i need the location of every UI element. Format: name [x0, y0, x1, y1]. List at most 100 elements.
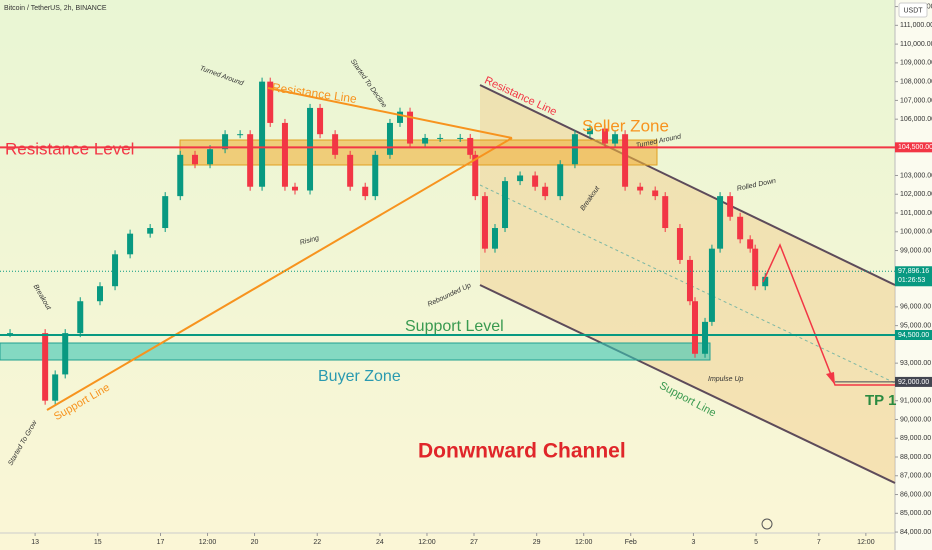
projection-arrow: [826, 372, 835, 385]
candle-body: [747, 239, 754, 249]
icon[interactable]: [761, 518, 773, 530]
candle-body: [612, 134, 619, 144]
currency-box: [898, 2, 928, 18]
candle-body: [491, 228, 498, 249]
candle-body: [281, 122, 288, 187]
y-tick-label: 96,000.00: [900, 304, 931, 311]
buyer-zone: [0, 342, 711, 361]
annotation: Seller Zone: [582, 116, 669, 135]
resistance-line: [267, 87, 513, 139]
candle-body: [407, 111, 414, 144]
chart-title: Bitcoin / TetherUS, 2h, BINANCE: [4, 5, 107, 12]
candle-body: [586, 128, 593, 135]
price-label: 97,896.16: [898, 268, 929, 275]
candle-body: [259, 81, 266, 187]
price-label-box: [895, 376, 932, 387]
y-tick-label: 85,000.00: [900, 510, 931, 517]
x-tick-label: 12:00: [199, 539, 217, 546]
y-tick-label: 89,000.00: [900, 435, 931, 442]
candle-body: [437, 137, 444, 139]
candle-body: [622, 134, 629, 187]
y-tick-label: 108,000.00: [900, 78, 932, 85]
annotation: Rising: [299, 235, 320, 247]
candle-body: [147, 228, 154, 234]
x-tick-label: 12:00: [857, 539, 875, 546]
candle-body: [372, 154, 379, 197]
annotation: Donwnward Channel: [418, 440, 626, 463]
annotation: Support Level: [405, 318, 504, 335]
price-label-box: [895, 142, 932, 153]
y-tick-label: 106,000.00: [900, 116, 932, 123]
candle-body: [542, 186, 549, 197]
candle-body: [481, 196, 488, 249]
annotation: TP 1: [865, 392, 896, 409]
candle-body: [77, 301, 84, 334]
candle-body: [662, 196, 669, 229]
candle-body: [602, 128, 609, 144]
y-tick-label: 102,000.00: [900, 191, 932, 198]
candle-body: [422, 137, 429, 144]
candle-body: [517, 175, 524, 182]
y-tick-label: 101,000.00: [900, 210, 932, 217]
y-tick-label: 109,000.00: [900, 60, 932, 67]
candle-body: [386, 122, 393, 155]
x-tick-label: 12:00: [575, 539, 593, 546]
x-tick-label: 17: [157, 539, 165, 546]
candle-body: [177, 154, 184, 197]
candle-body: [752, 248, 759, 287]
annotation: Buyer Zone: [318, 368, 401, 385]
y-tick-label: 111,000.00: [900, 22, 932, 29]
candle-body: [237, 134, 244, 136]
candle-body: [332, 134, 339, 155]
x-tick-label: 5: [754, 539, 758, 546]
candle-body: [717, 196, 724, 249]
candle-body: [708, 248, 715, 322]
candle-body: [97, 286, 104, 302]
candle-body: [291, 186, 298, 191]
channel-upper: [479, 84, 896, 286]
candle-body: [472, 154, 479, 197]
y-tick-label: 100,000.00: [900, 229, 932, 236]
candle-body: [127, 233, 134, 255]
x-tick-label: 27: [470, 539, 478, 546]
annotation: Impulse Up: [708, 376, 744, 383]
candle-body: [317, 107, 324, 135]
currency: USDT: [903, 7, 923, 14]
candle-body: [62, 333, 69, 375]
price-label: 94,500.00: [898, 332, 929, 339]
y-tick-label: 87,000.00: [900, 473, 931, 480]
y-tick-label: 86,000.00: [900, 491, 931, 498]
candle-body: [571, 134, 578, 165]
price-label-box: [895, 266, 932, 287]
candle-body: [347, 154, 354, 187]
channel-lower: [479, 284, 896, 484]
candle-body: [247, 134, 254, 187]
y-tick-label: 95,000.00: [900, 322, 931, 329]
candle-body: [397, 111, 404, 123]
x-tick-label: 7: [817, 539, 821, 546]
candle-body: [7, 333, 14, 335]
projection: [762, 243, 895, 386]
candle-body: [112, 254, 119, 287]
candle-body: [457, 137, 464, 139]
candle-body: [557, 164, 564, 197]
candle-body: [727, 196, 734, 217]
support-line: [46, 137, 513, 411]
x-tick-label: 22: [313, 539, 321, 546]
y-tick-label: 107,000.00: [900, 97, 932, 104]
candle-body: [686, 259, 693, 302]
y-tick-label: 93,000.00: [900, 360, 931, 367]
candle-body: [207, 149, 214, 165]
annotation: Resistance Level: [5, 139, 134, 158]
y-tick-label: 88,000.00: [900, 454, 931, 461]
y-tick-label: 84,000.00: [900, 529, 931, 536]
x-tick-label: 29: [533, 539, 541, 546]
candle-body: [222, 134, 229, 150]
candle-body: [267, 81, 274, 123]
candle-body: [637, 186, 644, 191]
candle-body: [162, 196, 169, 229]
candle-body: [307, 107, 314, 191]
candle-body: [737, 216, 744, 240]
